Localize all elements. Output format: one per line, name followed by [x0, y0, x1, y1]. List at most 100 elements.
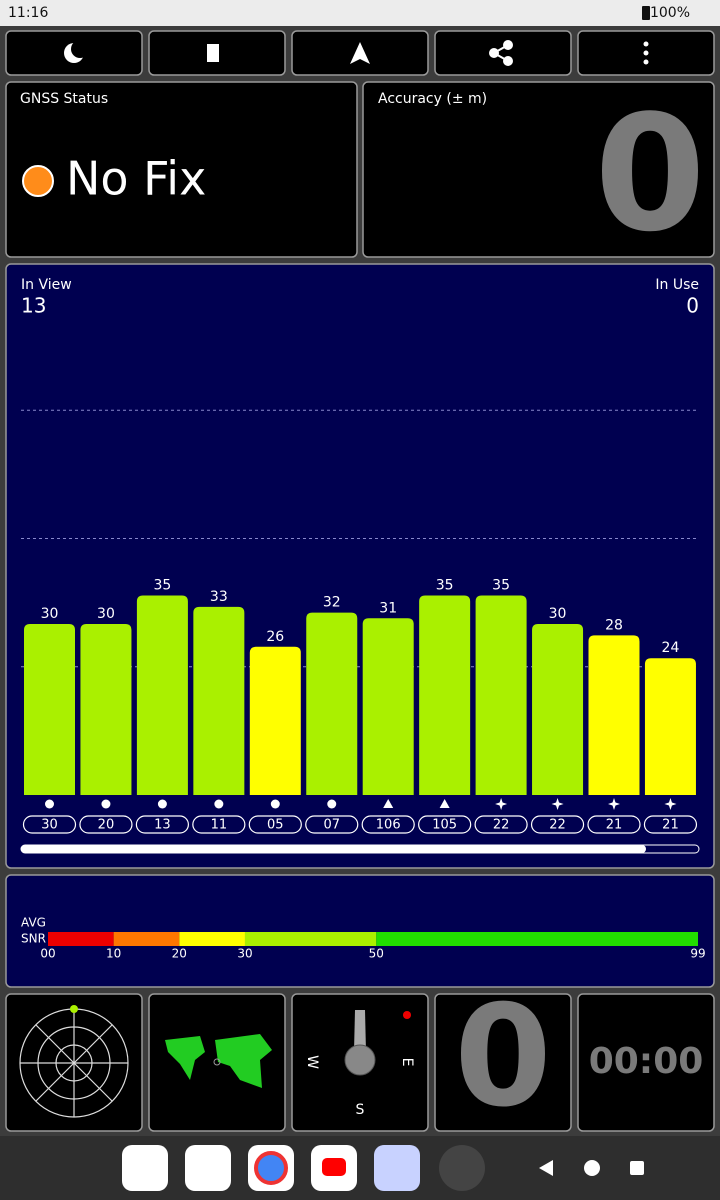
moon-cut	[71, 40, 89, 58]
constellation-marker	[157, 799, 167, 809]
map-panel[interactable]	[148, 993, 286, 1132]
bar-value-label: 30	[549, 606, 567, 622]
avg-label: AVG	[21, 916, 46, 930]
snr-segment	[48, 932, 114, 946]
gnss-title: GNSS Status	[20, 91, 108, 107]
snr-tick-label: 00	[40, 947, 55, 961]
bar	[136, 595, 188, 795]
constellation-marker	[608, 798, 620, 810]
speed-panel[interactable]	[434, 993, 572, 1132]
svid-label: 105	[432, 818, 457, 833]
battery-icon	[642, 6, 650, 20]
in-use-label: In Use	[655, 277, 699, 293]
gallery-app[interactable]	[374, 1145, 420, 1191]
svid-pill	[248, 815, 302, 834]
svid-pill	[22, 815, 77, 834]
svid-label: 22	[493, 818, 510, 833]
home-button[interactable]	[584, 1160, 600, 1176]
svid-pill	[135, 815, 189, 834]
accuracy-title: Accuracy (± m)	[378, 91, 487, 107]
snr-tick-label: 99	[690, 947, 705, 961]
bar	[306, 612, 358, 795]
sky-plot	[19, 1008, 129, 1118]
snr-tick-label: 30	[237, 947, 252, 961]
constellation-marker	[45, 799, 54, 809]
svid-label: 21	[606, 818, 623, 833]
nav-bar	[0, 1136, 720, 1200]
bar-value-label: 24	[662, 640, 680, 656]
compass-hub	[344, 1044, 376, 1076]
share-button[interactable]	[434, 30, 572, 76]
svid-label: 05	[267, 818, 284, 833]
snr-segment	[376, 932, 698, 946]
svid-label: 11	[211, 818, 228, 833]
compass-west: W	[304, 1055, 320, 1069]
gnss-panel	[5, 81, 358, 258]
in-view-count: 13	[21, 294, 46, 318]
svid-label: 13	[154, 818, 171, 833]
bar-value-label: 30	[97, 606, 115, 622]
phone-app[interactable]	[122, 1145, 168, 1191]
constellation-marker	[551, 798, 564, 810]
constellation-marker	[214, 799, 224, 809]
svid-pill	[361, 815, 415, 834]
fix-status: No Fix	[66, 152, 206, 206]
bar	[80, 624, 132, 795]
in-use-count: 0	[686, 294, 699, 318]
accuracy-value: 0	[594, 80, 705, 267]
chrome-icon	[254, 1151, 288, 1185]
svid-pill	[530, 815, 585, 834]
speed-value: 0	[454, 976, 551, 1139]
bar	[249, 646, 301, 795]
snr-segment	[244, 932, 377, 946]
constellation-marker	[495, 798, 508, 810]
scrollbar-thumb[interactable]	[21, 845, 646, 853]
bar-value-label: 32	[323, 595, 341, 611]
fix-indicator	[22, 165, 54, 197]
back-button[interactable]	[539, 1160, 553, 1176]
app-drawer[interactable]	[439, 1145, 485, 1191]
arrow-icon	[350, 42, 370, 64]
snr-tick-label: 10	[106, 947, 121, 961]
svid-label: 20	[98, 818, 115, 833]
svid-label: 22	[549, 818, 566, 833]
snr-tick-label: 50	[369, 947, 384, 961]
in-view-label: In View	[21, 277, 72, 293]
snr-segment	[113, 932, 180, 946]
sky-satellite	[70, 1005, 78, 1013]
menu-icon	[643, 41, 649, 65]
bar-value-label: 26	[266, 629, 284, 645]
status-bar	[0, 0, 720, 26]
dock	[122, 1145, 644, 1191]
recents-button[interactable]	[630, 1161, 644, 1175]
bar-value-label: 35	[492, 578, 510, 594]
bar-value-label: 31	[379, 600, 397, 616]
compass-south: S	[356, 1102, 365, 1118]
bar-value-label: 35	[436, 578, 454, 594]
constellation-marker	[270, 799, 280, 809]
svid-label: 21	[662, 818, 679, 833]
bar	[193, 606, 245, 795]
bar-value-label: 28	[605, 617, 623, 633]
bar	[24, 624, 75, 795]
svid-label: 30	[41, 818, 58, 833]
share-icon	[489, 40, 513, 66]
compass-needle	[354, 1010, 366, 1052]
constellation-marker	[327, 799, 337, 809]
snr-tick-label: 20	[172, 947, 187, 961]
world-map	[165, 1034, 272, 1088]
bar	[362, 618, 414, 795]
bar-value-label: 33	[210, 589, 228, 605]
svid-label: 106	[376, 818, 401, 833]
compass-dot	[403, 1011, 411, 1019]
timer-panel[interactable]	[577, 993, 715, 1132]
battery: 100%	[650, 5, 690, 21]
snr-segment	[179, 932, 245, 946]
bar	[475, 595, 527, 795]
bar	[588, 635, 640, 795]
messages-app[interactable]	[185, 1145, 231, 1191]
svid-pill	[587, 815, 641, 834]
svid-pill	[79, 815, 133, 834]
